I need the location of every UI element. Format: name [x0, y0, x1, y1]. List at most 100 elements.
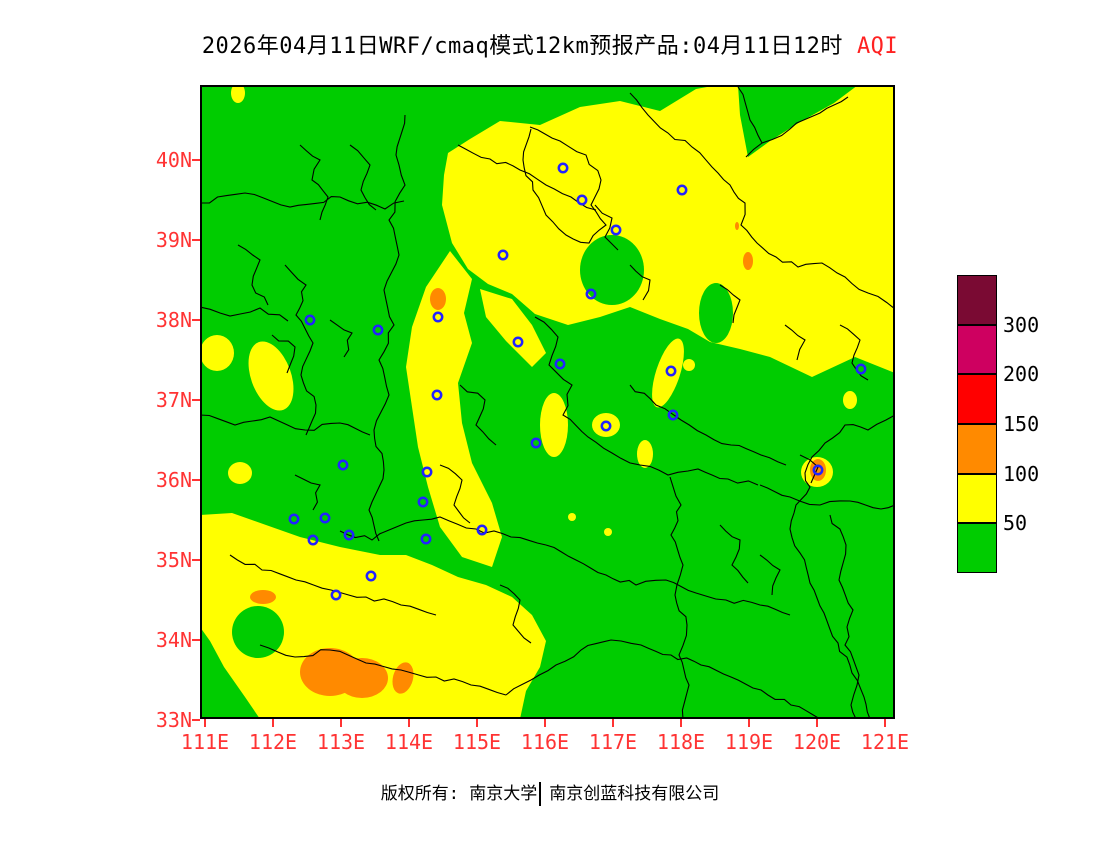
- lat-tick-mark: [192, 719, 200, 721]
- lat-tick-mark: [192, 239, 200, 241]
- footer-separator-bar: [539, 782, 542, 806]
- boundary-line: [534, 316, 759, 486]
- city-station-marker: [600, 420, 612, 432]
- boundary-line: [829, 514, 860, 719]
- colorbar-value-label: 100: [1003, 461, 1040, 486]
- colorbar-segment-aqi-100-150: [957, 424, 997, 474]
- city-station-marker: [417, 496, 429, 508]
- city-station-marker: [610, 224, 622, 236]
- city-station-marker: [676, 184, 688, 196]
- boundary-line: [629, 92, 895, 310]
- boundary-line: [271, 334, 296, 374]
- city-station-marker: [421, 466, 433, 478]
- lon-tick-mark: [272, 719, 274, 727]
- lat-tick-mark: [192, 559, 200, 561]
- boundary-line: [200, 192, 405, 210]
- city-station-marker: [497, 249, 509, 261]
- lat-tick-label: 39N: [155, 228, 192, 252]
- lon-tick-label: 121E: [860, 730, 910, 754]
- lon-tick-label: 116E: [520, 730, 570, 754]
- boundary-line: [505, 639, 821, 719]
- city-station-marker: [585, 288, 597, 300]
- lon-tick-label: 119E: [724, 730, 774, 754]
- lat-tick-label: 33N: [155, 708, 192, 732]
- aqi-map: [200, 85, 895, 719]
- boundary-line: [784, 324, 806, 361]
- copyright-footer: 版权所有: 南京大学 南京创蓝科技有限公司: [0, 779, 1100, 806]
- lat-tick-mark: [192, 479, 200, 481]
- copyright-owner: 版权所有: 南京大学: [380, 784, 538, 804]
- aqi-yellow-regions: [200, 85, 895, 719]
- aqi-colorbar: [957, 275, 997, 573]
- boundary-line: [237, 244, 269, 306]
- boundary-line: [259, 644, 507, 696]
- city-station-marker: [554, 358, 566, 370]
- lon-tick-label: 112E: [248, 730, 298, 754]
- boundary-line: [761, 96, 849, 144]
- city-station-marker: [812, 464, 824, 476]
- lat-tick-label: 38N: [155, 308, 192, 332]
- boundary-line: [329, 319, 353, 358]
- boundary-line: [719, 524, 749, 584]
- colorbar-segment-aqi-200-300: [957, 324, 997, 375]
- city-station-marker: [431, 389, 443, 401]
- boundary-line: [284, 264, 317, 436]
- colorbar-value-label: 150: [1003, 412, 1040, 436]
- boundary-line: [349, 144, 377, 211]
- boundary-line: [229, 554, 437, 616]
- city-station-marker: [576, 194, 588, 206]
- title-metric-aqi: AQI: [856, 34, 899, 59]
- boundary-line: [522, 126, 607, 244]
- city-station-marker: [667, 409, 679, 421]
- lon-tick-mark: [816, 719, 818, 727]
- lon-tick-mark: [544, 719, 546, 727]
- lon-tick-label: 120E: [792, 730, 842, 754]
- city-station-marker: [304, 314, 316, 326]
- city-station-marker: [319, 512, 331, 524]
- colorbar-segment-aqi-50-100: [957, 473, 997, 524]
- lon-tick-mark: [408, 719, 410, 727]
- city-station-marker: [288, 513, 300, 525]
- lon-tick-label: 118E: [656, 730, 706, 754]
- lon-tick-mark: [612, 719, 614, 727]
- lat-tick-label: 40N: [155, 148, 192, 172]
- lat-tick-label: 34N: [155, 628, 192, 652]
- lat-tick-mark: [192, 159, 200, 161]
- lon-tick-mark: [340, 719, 342, 727]
- city-station-marker: [372, 324, 384, 336]
- lon-tick-mark: [884, 719, 886, 727]
- boundary-line: [759, 554, 781, 596]
- city-station-marker: [512, 336, 524, 348]
- boundary-line: [499, 584, 532, 644]
- map-frame: [200, 85, 895, 719]
- city-station-marker: [432, 311, 444, 323]
- colorbar-value-label: 50: [1003, 511, 1028, 536]
- lat-tick-label: 36N: [155, 468, 192, 492]
- city-station-marker: [665, 365, 677, 377]
- lon-tick-label: 113E: [316, 730, 366, 754]
- aqi-orange-regions: [250, 222, 826, 698]
- boundary-line: [789, 414, 895, 719]
- city-station-marker: [530, 437, 542, 449]
- lon-tick-label: 111E: [180, 730, 230, 754]
- boundary-line: [200, 414, 371, 436]
- province-boundary-lines: [200, 86, 895, 719]
- city-station-marker: [557, 162, 569, 174]
- boundary-line: [629, 384, 787, 466]
- lat-tick-mark: [192, 319, 200, 321]
- city-station-marker: [855, 363, 867, 375]
- boundary-line: [737, 86, 763, 158]
- aqi-green-overlays: [200, 85, 858, 719]
- colorbar-value-label: 300: [1003, 312, 1040, 337]
- boundary-line: [759, 484, 895, 510]
- boundary-line: [339, 516, 547, 546]
- colorbar-value-label: 200: [1003, 362, 1040, 387]
- city-station-marker: [330, 589, 342, 601]
- city-station-marker: [420, 533, 432, 545]
- station-markers: [288, 162, 867, 601]
- lon-tick-label: 117E: [588, 730, 638, 754]
- lat-tick-mark: [192, 399, 200, 401]
- city-station-marker: [337, 459, 349, 471]
- boundary-line: [629, 264, 651, 301]
